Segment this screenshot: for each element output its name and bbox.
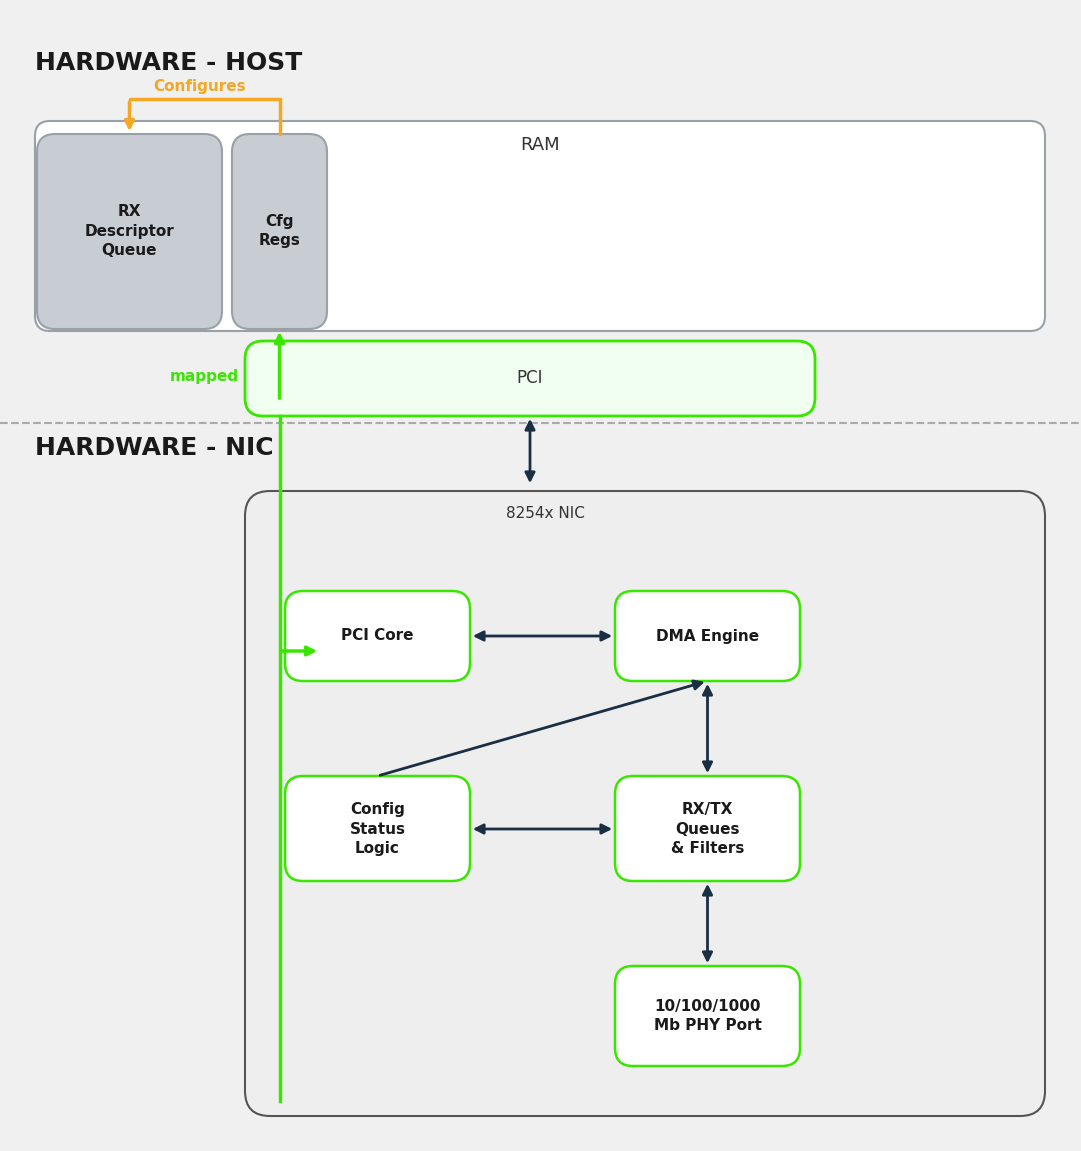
FancyBboxPatch shape [245,341,815,416]
FancyBboxPatch shape [285,590,470,681]
Text: RAM: RAM [520,136,560,154]
FancyBboxPatch shape [37,134,222,329]
FancyBboxPatch shape [615,590,800,681]
Text: Configures: Configures [154,78,246,93]
FancyBboxPatch shape [10,12,1070,421]
Text: RX
Descriptor
Queue: RX Descriptor Queue [84,204,174,258]
Text: 10/100/1000
Mb PHY Port: 10/100/1000 Mb PHY Port [654,999,761,1034]
Text: PCI Core: PCI Core [342,628,414,643]
FancyBboxPatch shape [245,491,1045,1116]
FancyBboxPatch shape [232,134,326,329]
Text: RX/TX
Queues
& Filters: RX/TX Queues & Filters [671,802,744,856]
Text: 8254x NIC: 8254x NIC [506,506,585,521]
Text: mapped: mapped [170,368,239,383]
Text: DMA Engine: DMA Engine [656,628,759,643]
FancyBboxPatch shape [285,776,470,881]
Text: HARDWARE - NIC: HARDWARE - NIC [35,436,273,460]
FancyBboxPatch shape [615,966,800,1066]
FancyBboxPatch shape [615,776,800,881]
Text: Cfg
Regs: Cfg Regs [258,214,301,249]
Text: PCI: PCI [517,369,544,387]
Text: HARDWARE - HOST: HARDWARE - HOST [35,51,303,75]
Text: Config
Status
Logic: Config Status Logic [349,802,405,856]
FancyBboxPatch shape [35,121,1045,331]
